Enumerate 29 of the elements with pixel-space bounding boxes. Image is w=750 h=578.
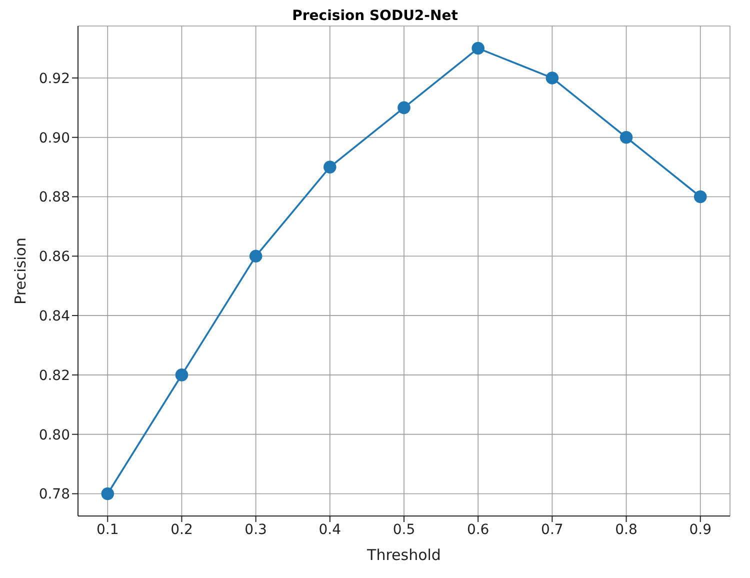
point — [472, 42, 484, 55]
point — [101, 487, 114, 500]
x-tick-label: 0.7 — [541, 522, 564, 538]
point — [175, 368, 188, 382]
y-tick-label: 0.80 — [38, 427, 70, 444]
point — [620, 130, 633, 144]
point — [249, 250, 262, 263]
point — [398, 101, 410, 114]
x-tick-label: 0.6 — [466, 522, 490, 538]
y-tick-label: 0.88 — [38, 190, 70, 206]
x-tick-label: 0.4 — [318, 522, 342, 538]
point — [324, 160, 336, 174]
x-tick-label: 0.2 — [170, 522, 193, 538]
y-axis-title: Precision — [11, 238, 30, 304]
y-tick-label: 0.82 — [38, 368, 70, 384]
point — [546, 72, 559, 84]
x-axis-title: Threshold — [366, 546, 441, 564]
x-tick-label: 0.9 — [689, 522, 712, 538]
chart-title: Precision SODU2-Net — [291, 8, 459, 24]
x-tick-label: 0.5 — [392, 522, 416, 538]
y-tick-label: 0.86 — [38, 249, 70, 266]
x-tick-label: 0.1 — [96, 522, 119, 538]
y-tick-label: 0.92 — [38, 70, 70, 87]
y-tick-label: 0.84 — [38, 308, 70, 325]
y-tick-label: 0.90 — [38, 130, 70, 146]
point — [694, 190, 707, 204]
x-tick-label: 0.8 — [615, 522, 638, 538]
y-tick-label: 0.78 — [38, 486, 70, 503]
x-tick-label: 0.3 — [244, 522, 267, 538]
